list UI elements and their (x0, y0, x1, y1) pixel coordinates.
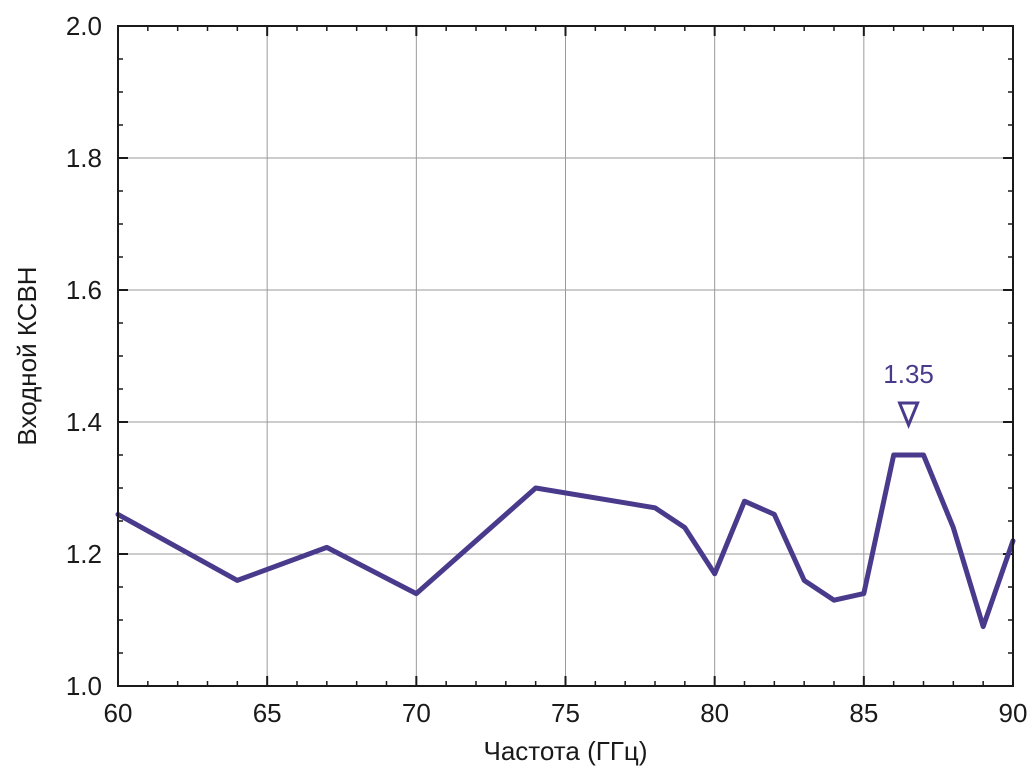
y-tick-label: 1.4 (66, 407, 102, 437)
vswr-series-line (115, 452, 1016, 630)
plot-frame (117, 25, 1014, 687)
peak-value-label: 1.35 (883, 359, 934, 389)
grid (118, 26, 1013, 686)
peak-annotation: 1.35 (883, 359, 934, 429)
peak-marker-icon (897, 401, 920, 429)
x-tick-label: 85 (849, 698, 878, 728)
series-layer (115, 452, 1016, 630)
y-tick-label: 1.8 (66, 143, 102, 173)
x-tick-label: 65 (253, 698, 282, 728)
x-tick-label: 90 (999, 698, 1028, 728)
y-tick-label: 1.6 (66, 275, 102, 305)
x-tick-label: 80 (700, 698, 729, 728)
x-axis-title: Частота (ГГц) (484, 736, 648, 766)
y-tick-label: 1.0 (66, 671, 102, 701)
x-tick-label: 60 (104, 698, 133, 728)
tick-labels: 60 65 70 75 80 85 90 1.0 1.2 1.4 1.6 1.8 2.0 (66, 11, 1028, 728)
y-axis-title: Входной КСВН (12, 266, 42, 445)
x-tick-label: 75 (551, 698, 580, 728)
x-tick-label: 70 (402, 698, 431, 728)
y-tick-label: 2.0 (66, 11, 102, 41)
y-tick-label: 1.2 (66, 539, 102, 569)
